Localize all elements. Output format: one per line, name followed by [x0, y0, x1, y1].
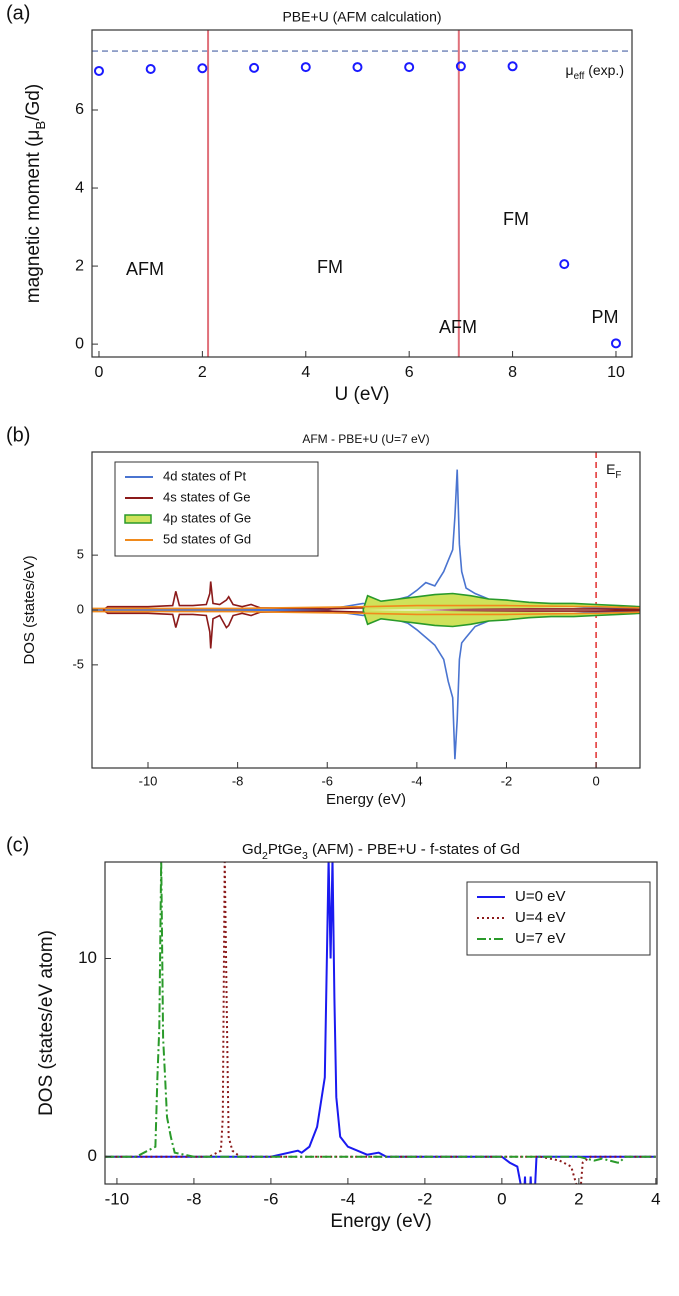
- legend-label: U=0 eV: [515, 888, 565, 905]
- text-part: PtGe: [268, 841, 302, 858]
- data-point: [197, 63, 208, 74]
- reference-label: EF: [606, 461, 621, 481]
- x-axis-label: U (eV): [335, 384, 390, 405]
- x-tick-label: 0: [497, 1189, 506, 1208]
- x-tick-label: -8: [232, 773, 244, 788]
- legend-label: U=4 eV: [515, 909, 565, 926]
- x-axis-label: Energy (eV): [330, 1211, 431, 1232]
- y-axis-label: DOS (states/eV): [21, 555, 38, 664]
- series-line: [92, 609, 640, 760]
- data-point: [145, 64, 156, 75]
- data-point: [507, 61, 518, 72]
- legend-label: 4d states of Pt: [163, 468, 246, 483]
- x-tick-label: -2: [501, 773, 513, 788]
- x-tick-label: 6: [405, 364, 414, 381]
- series-line: [105, 862, 656, 1184]
- chart-title: Gd2PtGe3 (AFM) - PBE+U - f-states of Gd: [242, 841, 520, 862]
- legend-label: 4s states of Ge: [163, 489, 250, 504]
- y-axis-label: DOS (states/eV atom): [36, 930, 57, 1116]
- data-point: [455, 61, 466, 72]
- y-tick-label: 0: [88, 1146, 97, 1165]
- text-part: magnetic moment (μ: [23, 130, 44, 304]
- annotation: PM: [592, 307, 619, 327]
- panel-label: (c): [6, 834, 29, 856]
- text-part: B: [33, 121, 48, 130]
- x-tick-label: -4: [340, 1189, 355, 1208]
- plot-frame: [91, 29, 633, 358]
- x-tick-label: -4: [411, 773, 423, 788]
- annotation: AFM: [126, 259, 164, 279]
- text-part: Gd: [242, 841, 262, 858]
- y-tick-label: 0: [75, 335, 84, 352]
- data-point: [404, 62, 415, 73]
- text-part: /Gd): [23, 84, 44, 121]
- data-point: [559, 259, 570, 270]
- text-part: F: [615, 470, 621, 481]
- series-line: [92, 604, 640, 610]
- x-tick-label: -8: [186, 1189, 201, 1208]
- x-axis-label: Energy (eV): [326, 791, 406, 808]
- panel-label: (b): [6, 424, 30, 446]
- text-part: μ: [566, 62, 574, 78]
- y-tick-label: 6: [75, 101, 84, 118]
- legend-label: U=7 eV: [515, 930, 565, 947]
- plot-area: [92, 452, 640, 768]
- annotation: FM: [317, 257, 343, 277]
- data-point: [610, 338, 621, 349]
- text-part: (AFM) - PBE+U - f-states of Gd: [308, 841, 520, 858]
- legend-label: 4p states of Ge: [163, 510, 251, 525]
- y-tick-label: 2: [75, 257, 84, 274]
- x-tick-label: 2: [198, 364, 207, 381]
- x-tick-label: -6: [263, 1189, 278, 1208]
- data-point: [93, 65, 104, 76]
- text-part: 2: [262, 850, 268, 862]
- legend-label: 5d states of Gd: [163, 531, 251, 546]
- y-tick-label: 5: [77, 547, 84, 562]
- data-point: [249, 62, 260, 73]
- plot-area: [92, 30, 632, 357]
- x-tick-label: 4: [651, 1189, 660, 1208]
- legend-swatch: [124, 514, 152, 524]
- x-tick-label: -6: [321, 773, 333, 788]
- y-tick-label: 4: [75, 179, 84, 196]
- series-line: [105, 862, 656, 1184]
- chart-title: AFM - PBE+U (U=7 eV): [302, 432, 429, 446]
- plot-frame: [104, 861, 658, 1185]
- x-tick-label: 8: [508, 364, 517, 381]
- x-tick-label: -2: [417, 1189, 432, 1208]
- series-line: [105, 862, 656, 1164]
- panel-label: (a): [6, 2, 30, 24]
- data-point: [300, 62, 311, 73]
- text-part: eff: [574, 71, 585, 82]
- x-tick-label: -10: [139, 773, 158, 788]
- y-tick-label: -5: [72, 656, 84, 671]
- x-tick-label: 4: [301, 364, 310, 381]
- x-tick-label: 0: [95, 364, 104, 381]
- x-tick-label: 2: [574, 1189, 583, 1208]
- plot-frame: [91, 451, 641, 769]
- y-tick-label: 10: [78, 948, 97, 967]
- text-part: (exp.): [584, 62, 624, 78]
- series-line: [102, 609, 640, 649]
- series-line: [102, 581, 640, 611]
- x-tick-label: -10: [105, 1189, 130, 1208]
- plot-area: [105, 862, 656, 1184]
- x-tick-label: 0: [592, 773, 599, 788]
- x-tick-label: 10: [607, 364, 625, 381]
- annotation: FM: [503, 209, 529, 229]
- y-axis-label: magnetic moment (μB/Gd): [23, 84, 48, 303]
- annotation: AFM: [439, 317, 477, 337]
- chart-title: PBE+U (AFM calculation): [282, 9, 441, 25]
- y-tick-label: 0: [77, 601, 84, 616]
- data-point: [352, 62, 363, 73]
- text-part: 3: [302, 850, 308, 862]
- reference-label: μeff (exp.): [566, 62, 624, 82]
- text-part: E: [606, 461, 615, 477]
- series-line: [92, 610, 640, 616]
